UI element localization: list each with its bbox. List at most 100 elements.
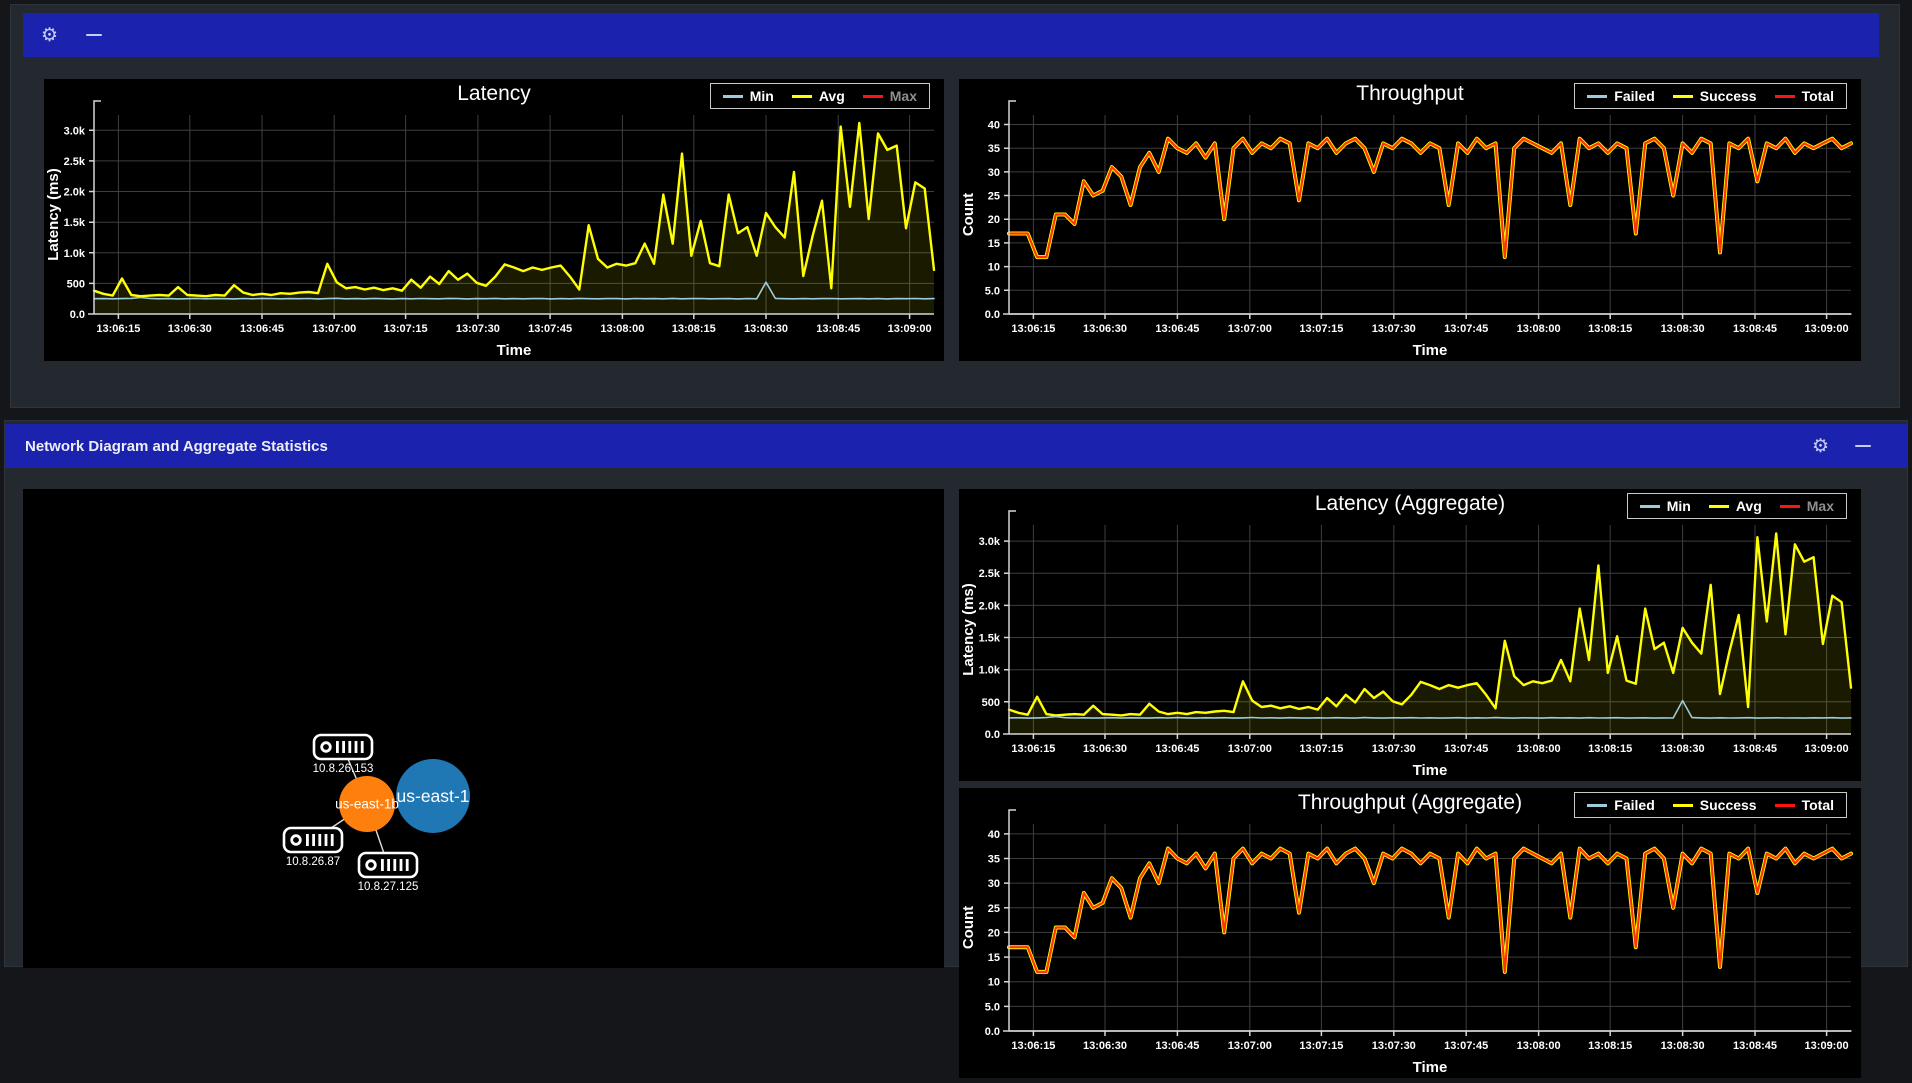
y-tick-label: 1.0k bbox=[979, 665, 1001, 677]
y-tick-label: 35 bbox=[988, 854, 1000, 866]
latency-chart: Latency Min Avg Max 0.0 500 1.0k 1.5k 2.0k 2.5k 3.… bbox=[44, 79, 944, 361]
series-total bbox=[1007, 847, 1853, 973]
x-tick-label: 13:07:45 bbox=[528, 323, 572, 335]
y-tick-label: 5.0 bbox=[985, 1001, 1000, 1013]
gear-icon[interactable]: ⚙ bbox=[41, 24, 59, 46]
legend-item-failed[interactable]: Failed bbox=[1587, 797, 1655, 813]
plot-area: 0.0 5.0 10 15 20 25 30 35 40 13:06:15 13:06:30 13:0… bbox=[960, 809, 1853, 1076]
x-tick-label: 13:07:30 bbox=[1372, 323, 1416, 335]
x-tick-label: 13:08:15 bbox=[1588, 323, 1632, 335]
host-server-icon[interactable]: 10.8.26.153 bbox=[313, 733, 374, 775]
legend-item-failed[interactable]: Failed bbox=[1587, 88, 1655, 104]
host-ip-label: 10.8.26.87 bbox=[286, 856, 340, 868]
plot-area: 0.0 500 1.0k 1.5k 2.0k 2.5k 3.0k 13:06:15 13:06:… bbox=[45, 100, 936, 359]
x-tick-label: 13:08:30 bbox=[744, 323, 788, 335]
legend-item-max[interactable]: Max bbox=[1779, 498, 1834, 514]
chart-title: Throughput bbox=[1356, 82, 1464, 105]
node-us-east-1b[interactable] bbox=[339, 776, 395, 832]
legend-label: Avg bbox=[1735, 498, 1762, 514]
legend-swatch bbox=[1639, 504, 1660, 508]
host-server-icon[interactable]: 10.8.26.87 bbox=[282, 826, 344, 868]
series-avg bbox=[1007, 532, 1853, 717]
x-tick-label: 13:06:15 bbox=[1011, 323, 1055, 335]
series-avg bbox=[92, 121, 936, 298]
host-server-icon[interactable]: 10.8.27.125 bbox=[358, 851, 419, 893]
host-ip-label: 10.8.26.153 bbox=[313, 763, 374, 775]
y-tick-label: 25 bbox=[988, 903, 1000, 915]
panel-title: Network Diagram and Aggregate Statistics bbox=[25, 437, 328, 455]
x-tick-label: 13:06:45 bbox=[240, 323, 284, 335]
y-tick-label: 10 bbox=[988, 977, 1000, 989]
x-tick-label: 13:08:45 bbox=[1733, 743, 1777, 755]
node-label: us-east-1 bbox=[397, 786, 470, 806]
legend-swatch bbox=[1587, 94, 1608, 98]
legend-item-min[interactable]: Min bbox=[722, 88, 774, 104]
y-tick-label: 40 bbox=[988, 119, 1000, 131]
y-tick-label: 35 bbox=[988, 143, 1000, 155]
x-tick-label: 13:07:15 bbox=[1299, 743, 1343, 755]
legend-item-max[interactable]: Max bbox=[862, 88, 917, 104]
y-tick-label: 0.0 bbox=[985, 729, 1000, 741]
x-tick-label: 13:08:15 bbox=[672, 323, 716, 335]
chart-legend: Failed Success Total bbox=[1574, 792, 1847, 818]
legend-item-success[interactable]: Success bbox=[1672, 88, 1757, 104]
x-tick-label: 13:06:30 bbox=[1083, 743, 1127, 755]
x-tick-label: 13:07:15 bbox=[384, 323, 428, 335]
x-tick-label: 13:08:15 bbox=[1588, 743, 1632, 755]
legend-label: Avg bbox=[818, 88, 845, 104]
header-icons: ⚙ bbox=[1812, 437, 1871, 456]
x-tick-label: 13:09:00 bbox=[1805, 323, 1849, 335]
x-tick-label: 13:08:15 bbox=[1588, 1040, 1632, 1052]
chart-title: Latency bbox=[457, 82, 531, 105]
collapse-minus-icon[interactable] bbox=[86, 34, 103, 36]
y-tick-label: 25 bbox=[988, 191, 1000, 203]
throughput-chart: Throughput Failed Success Total 0.0 5.0 10 15 20… bbox=[959, 79, 1861, 361]
legend-item-min[interactable]: Min bbox=[1639, 498, 1691, 514]
x-tick-label: 13:08:45 bbox=[1733, 1040, 1777, 1052]
plot-area: 0.0 500 1.0k 1.5k 2.0k 2.5k 3.0k 13:06:15 13:06:… bbox=[960, 510, 1853, 779]
charts-panel-header: ⚙ bbox=[23, 13, 1879, 57]
legend-item-total[interactable]: Total bbox=[1774, 88, 1834, 104]
chart-legend: Min Avg Max bbox=[1626, 493, 1847, 519]
x-axis-label: Time bbox=[1413, 1059, 1448, 1076]
x-tick-label: 13:07:30 bbox=[1372, 743, 1416, 755]
chart-title: Throughput (Aggregate) bbox=[1297, 791, 1523, 814]
legend-swatch bbox=[1774, 803, 1795, 807]
x-tick-label: 13:08:00 bbox=[1517, 1040, 1561, 1052]
legend-item-total[interactable]: Total bbox=[1774, 797, 1834, 813]
y-tick-label: 30 bbox=[988, 878, 1000, 890]
legend-swatch bbox=[1708, 504, 1729, 508]
y-tick-label: 500 bbox=[67, 278, 85, 290]
network-aggregate-panel-header: Network Diagram and Aggregate Statistics… bbox=[5, 424, 1907, 468]
legend-swatch bbox=[722, 94, 743, 98]
x-tick-label: 13:06:45 bbox=[1155, 323, 1199, 335]
y-tick-label: 15 bbox=[988, 238, 1000, 250]
x-tick-label: 13:08:00 bbox=[600, 323, 644, 335]
legend-item-avg[interactable]: Avg bbox=[791, 88, 845, 104]
network-topology-diagram: us-east-1 us-east-1b 10.8.26.153 10.8.26.87… bbox=[23, 489, 944, 968]
chart-legend: Min Avg Max bbox=[709, 83, 930, 109]
series-min bbox=[1008, 699, 1852, 719]
legend-label: Success bbox=[1699, 797, 1757, 813]
legend-item-success[interactable]: Success bbox=[1672, 797, 1757, 813]
x-axis-label: Time bbox=[1413, 762, 1448, 779]
y-tick-label: 2.5k bbox=[64, 156, 86, 168]
x-tick-label: 13:06:45 bbox=[1155, 743, 1199, 755]
x-tick-label: 13:07:45 bbox=[1444, 323, 1488, 335]
x-tick-label: 13:09:00 bbox=[888, 323, 932, 335]
node-us-east-1[interactable] bbox=[396, 759, 470, 833]
x-tick-label: 13:08:45 bbox=[816, 323, 860, 335]
collapse-minus-icon[interactable] bbox=[1855, 445, 1871, 447]
y-tick-label: 2.0k bbox=[979, 600, 1001, 612]
legend-label: Min bbox=[749, 88, 774, 104]
legend-item-avg[interactable]: Avg bbox=[1708, 498, 1762, 514]
x-tick-label: 13:08:30 bbox=[1661, 743, 1705, 755]
legend-swatch bbox=[862, 94, 883, 98]
x-tick-label: 13:08:00 bbox=[1517, 323, 1561, 335]
x-tick-label: 13:06:30 bbox=[1083, 323, 1127, 335]
chart-legend: Failed Success Total bbox=[1574, 83, 1847, 109]
latency-aggregate-chart: Latency (Aggregate) Min Avg Max 0.0 500 1.0k 1.… bbox=[959, 489, 1861, 781]
y-axis-label: Count bbox=[960, 906, 977, 949]
gear-icon[interactable]: ⚙ bbox=[1811, 435, 1829, 457]
x-tick-label: 13:06:15 bbox=[1011, 1040, 1055, 1052]
